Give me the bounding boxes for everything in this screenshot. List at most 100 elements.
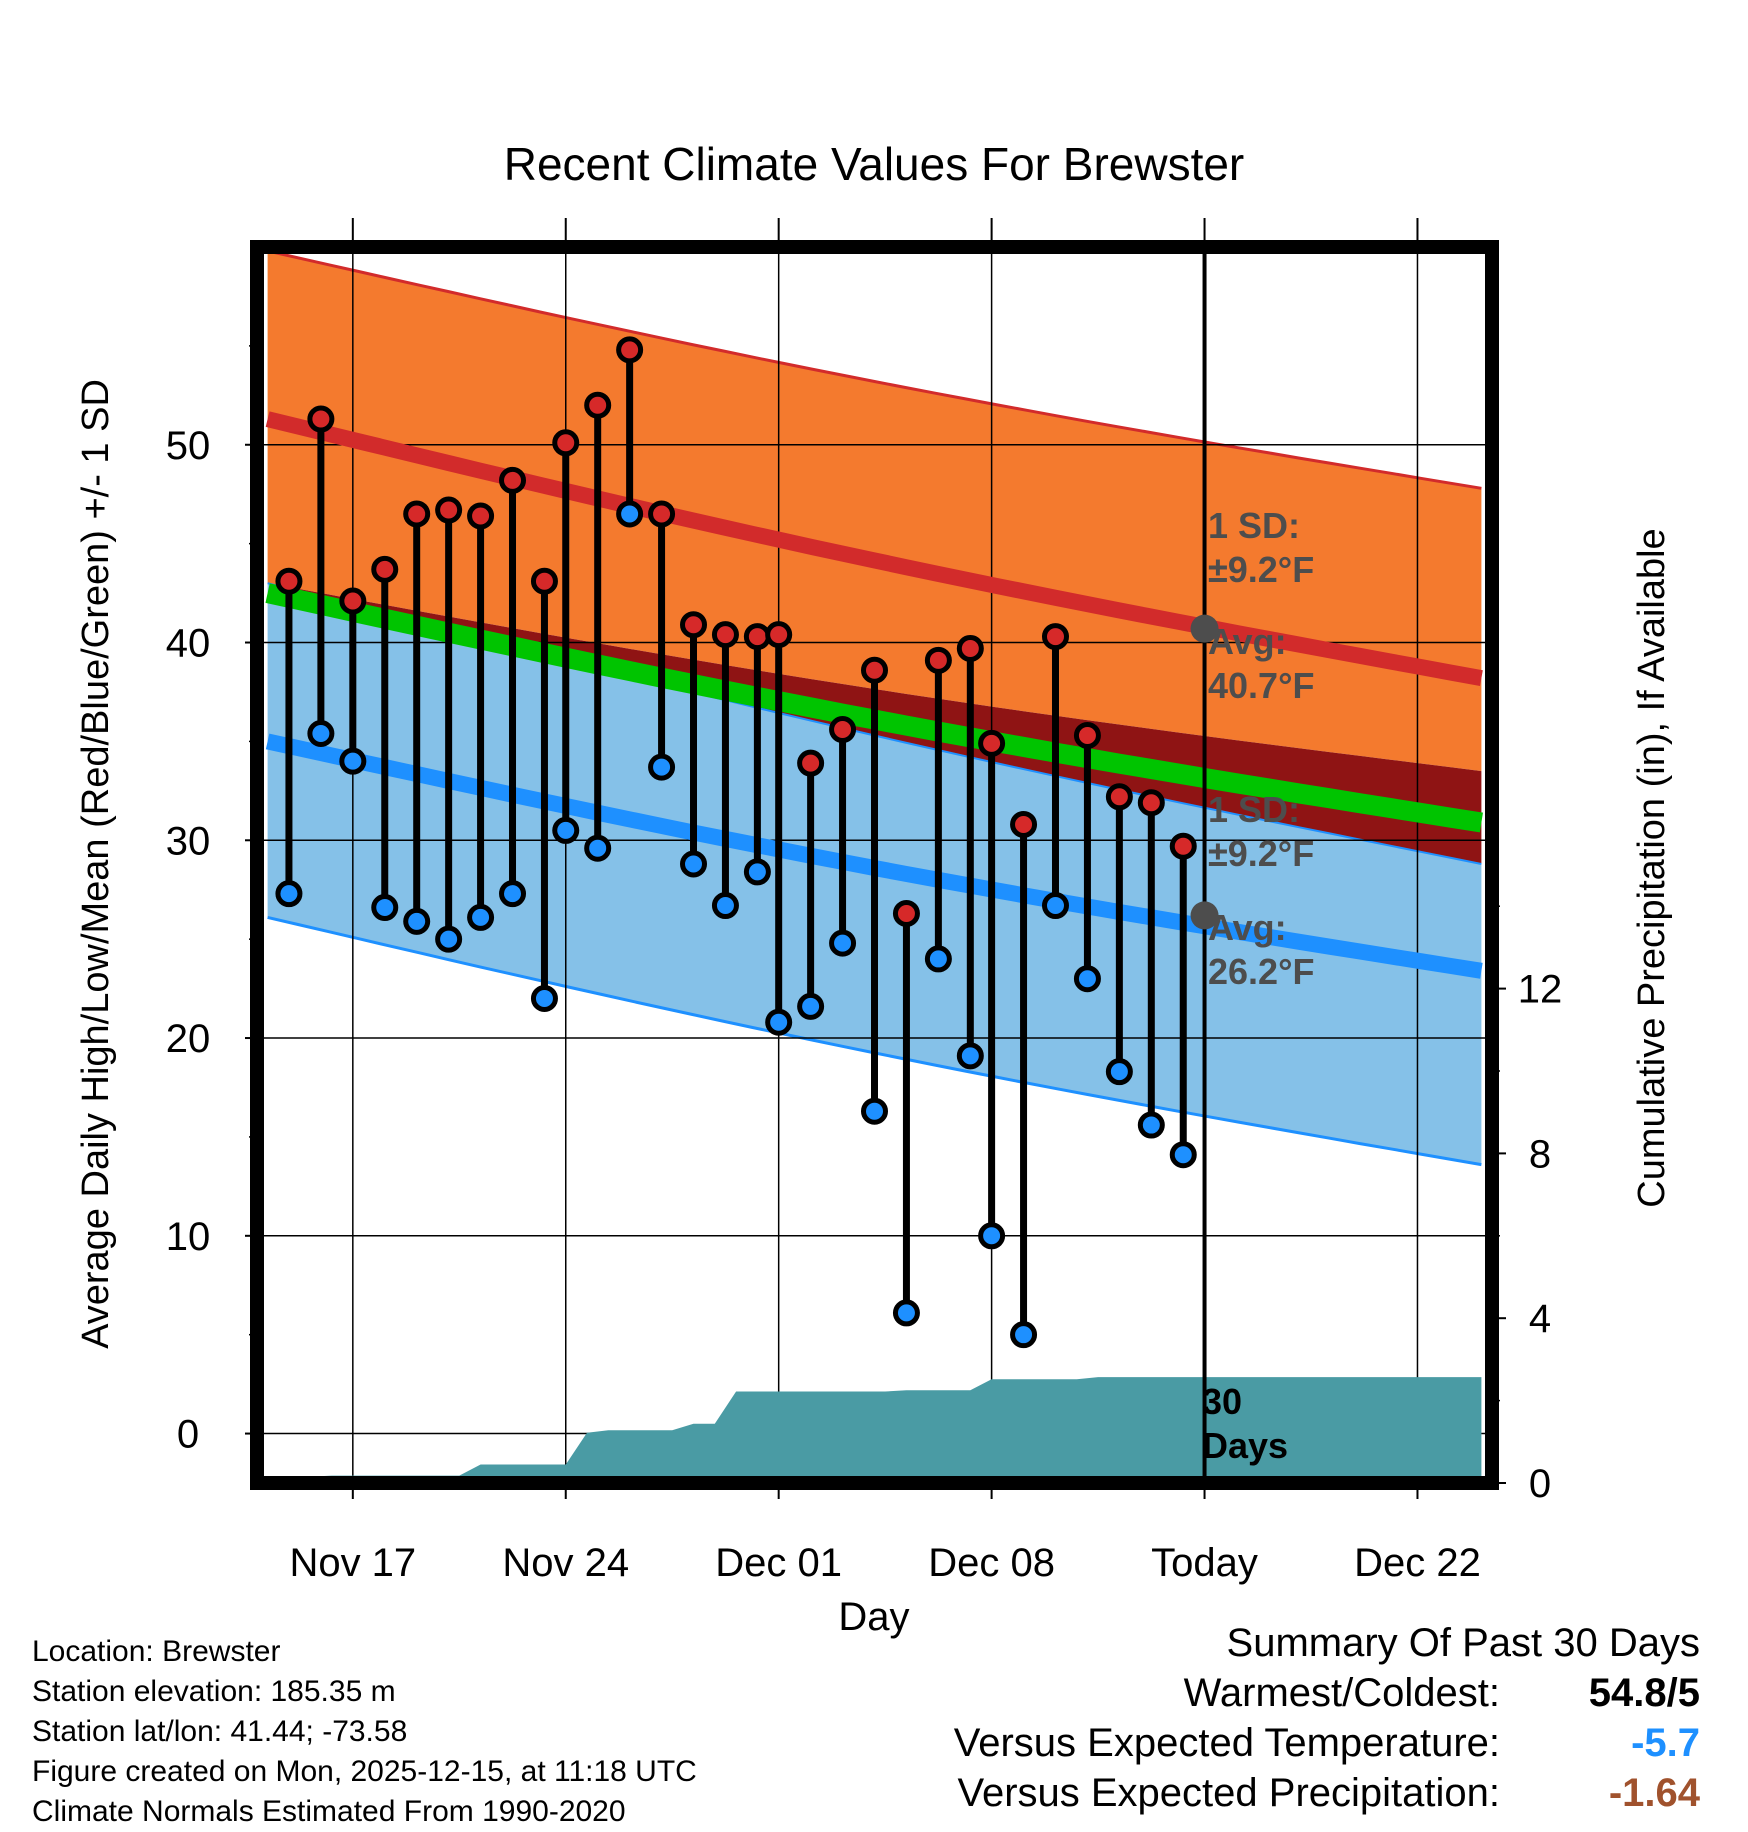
- low-marker: [1041, 892, 1069, 920]
- x-tick-label: Today: [1151, 1541, 1258, 1585]
- low-marker: [1169, 1141, 1197, 1169]
- y2-tick-label: 0: [1529, 1462, 1551, 1506]
- high-marker: [275, 567, 303, 595]
- high-sd-label: 1 SD:: [1208, 505, 1300, 546]
- period-label-count: 30: [1202, 1381, 1242, 1422]
- low-marker: [765, 1008, 793, 1036]
- y-axis-label: Average Daily High/Low/Mean (Red/Blue/Gr…: [75, 379, 117, 1349]
- low-marker: [1073, 965, 1101, 993]
- high-marker: [1073, 721, 1101, 749]
- normals-text: Climate Normals Estimated From 1990-2020: [32, 1795, 626, 1828]
- summary-panel: Summary Of Past 30 Days Warmest/Coldest:…: [954, 1618, 1700, 1818]
- y-tick-label: 30: [166, 819, 211, 863]
- station-info: Location: Brewster Station elevation: 18…: [32, 1632, 697, 1832]
- daily-markers: [275, 336, 1197, 1349]
- high-marker: [861, 656, 888, 684]
- high-marker: [797, 749, 825, 777]
- x-tick-label: Nov 17: [289, 1541, 416, 1585]
- high-marker: [743, 623, 771, 651]
- high-marker: [339, 587, 367, 615]
- high-marker: [1137, 789, 1165, 817]
- precip-label: Versus Expected Precipitation:: [957, 1771, 1500, 1815]
- low-marker: [584, 834, 612, 862]
- low-marker: [648, 753, 676, 781]
- y-tick-label: 50: [166, 424, 211, 468]
- high-marker: [829, 716, 857, 744]
- low-marker: [797, 992, 825, 1020]
- high-marker: [467, 502, 495, 530]
- created-text: Figure created on Mon, 2025-12-15, at 11…: [32, 1755, 697, 1788]
- high-normal-line: [265, 411, 1483, 686]
- y-tick-label: 40: [166, 622, 211, 666]
- low-marker: [861, 1097, 888, 1125]
- high-avg-label: Avg:: [1208, 621, 1287, 662]
- warm-cold-label: Warmest/Coldest:: [1183, 1671, 1500, 1715]
- low-marker: [467, 903, 495, 931]
- high-marker: [1105, 783, 1133, 811]
- summary-precip-row: Versus Expected Precipitation: -1.64: [954, 1768, 1700, 1818]
- x-axis-label: Day: [838, 1595, 909, 1639]
- low-avg-value: 26.2°F: [1208, 951, 1314, 992]
- high-marker: [1041, 623, 1069, 651]
- low-marker: [1010, 1321, 1038, 1349]
- low-marker: [403, 907, 431, 935]
- today-average-markers: [1190, 614, 1219, 930]
- high-marker: [711, 621, 739, 649]
- y2-tick-label: 12: [1518, 968, 1563, 1012]
- location-text: Location: Brewster: [32, 1635, 281, 1668]
- temp-value: -5.7: [1631, 1721, 1700, 1765]
- low-avg-label: Avg:: [1208, 907, 1287, 948]
- y2-tick-label: 8: [1529, 1132, 1551, 1176]
- summary-warm-cold-row: Warmest/Coldest: 54.8/5: [954, 1668, 1700, 1718]
- high-marker: [616, 336, 644, 364]
- precip-value: -1.64: [1608, 1771, 1700, 1815]
- latlon-text: Station lat/lon: 41.44; -73.58: [32, 1715, 408, 1748]
- x-tick-label: Dec 22: [1354, 1541, 1481, 1585]
- low-marker: [307, 719, 335, 747]
- high-marker: [648, 500, 676, 528]
- chart-title: Recent Climate Values For Brewster: [504, 138, 1245, 190]
- low-marker: [339, 747, 367, 775]
- high-marker: [499, 466, 527, 494]
- plot-frame: [250, 240, 1499, 1490]
- low-sd-value: ±9.2°F: [1208, 833, 1314, 874]
- high-marker: [530, 567, 558, 595]
- low-avg-today-dot: [1190, 901, 1219, 930]
- summary-title: Summary Of Past 30 Days: [1226, 1621, 1700, 1665]
- low-marker: [435, 925, 463, 953]
- period-label-unit: Days: [1202, 1425, 1288, 1466]
- y-axis-right: 0 4 8 12: [1492, 905, 1563, 1506]
- low-marker: [956, 1042, 984, 1070]
- y2-tick-label: 4: [1529, 1297, 1551, 1341]
- high-marker: [956, 634, 984, 662]
- annotations: 1 SD: ±9.2°F Avg: 40.7°F 1 SD: ±9.2°F Av…: [1202, 505, 1314, 1466]
- high-marker: [1010, 810, 1038, 838]
- low-marker: [892, 1299, 920, 1327]
- high-marker: [765, 621, 793, 649]
- low-marker: [275, 880, 303, 908]
- low-marker: [1105, 1058, 1133, 1086]
- high-sd-value: ±9.2°F: [1208, 549, 1314, 590]
- low-marker: [978, 1222, 1006, 1250]
- low-marker: [711, 892, 739, 920]
- x-tick-label: Dec 01: [715, 1541, 842, 1585]
- low-marker: [1137, 1111, 1165, 1139]
- y-tick-label: 10: [166, 1215, 211, 1259]
- y-tick-label: 0: [177, 1413, 199, 1457]
- low-sd-label: 1 SD:: [1208, 789, 1300, 830]
- x-tick-label: Dec 08: [928, 1541, 1055, 1585]
- high-marker: [371, 555, 399, 583]
- low-marker: [552, 816, 580, 844]
- elevation-text: Station elevation: 185.35 m: [32, 1675, 396, 1708]
- low-marker: [743, 858, 771, 886]
- high-marker: [924, 646, 952, 674]
- high-marker: [892, 899, 920, 927]
- x-tick-label: Nov 24: [502, 1541, 629, 1585]
- high-marker: [584, 391, 612, 419]
- low-marker: [924, 945, 952, 973]
- high-marker: [680, 611, 708, 639]
- x-axis: Nov 17 Nov 24 Dec 01 Dec 08 Today Dec 22: [289, 218, 1481, 1585]
- high-sd-band: [267, 251, 1482, 772]
- high-marker: [978, 729, 1006, 757]
